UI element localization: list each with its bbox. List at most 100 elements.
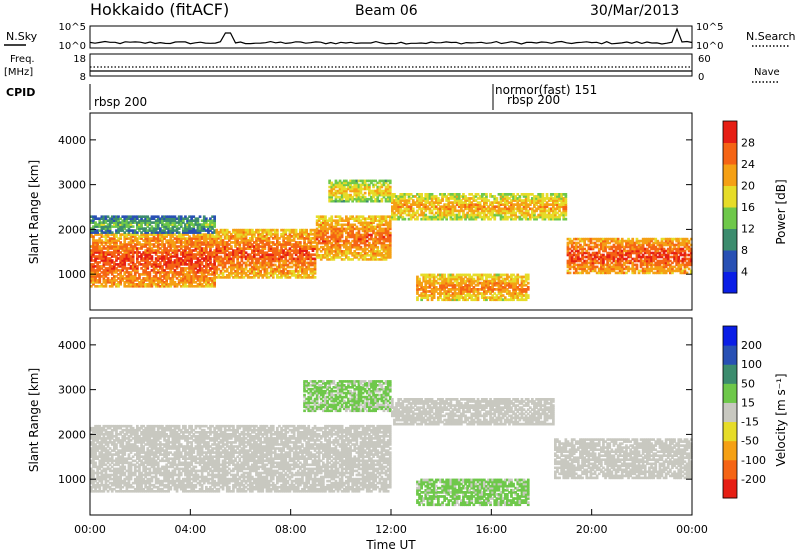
echo-cell [365,243,369,247]
echo-cell [255,241,258,244]
echo-cell [223,249,227,252]
echo-cell [299,274,302,277]
echo-cell [263,230,267,234]
echo-cell [255,265,258,269]
echo-cell [280,255,283,259]
echo-cell [278,255,281,259]
echo-cell [127,215,131,218]
echo-cell [562,203,566,206]
echo-cell [577,251,580,255]
echo-cell [370,243,373,247]
echo-cell [119,245,122,248]
echo-cell [115,223,118,226]
echo-cell [326,223,329,227]
echo-cell [110,259,114,262]
echo-cell [184,239,187,242]
echo-cell [175,251,179,254]
echo-cell [115,263,118,266]
echo-cell [508,207,511,211]
echo-cell [455,294,459,297]
echo-cell [351,179,354,183]
echo-cell [499,197,503,200]
echo-cell [207,285,210,288]
echo-cell [192,263,196,266]
echo-cell [294,269,298,273]
echo-cell [271,269,275,273]
echo-cell [140,227,143,230]
echo-cell [491,279,494,283]
echo-cell [351,185,354,189]
echo-cell [330,215,334,218]
echo-cell [301,263,304,267]
cpid-entry-3: rbsp 200 [507,93,560,107]
echo-cell [303,230,306,234]
echo-cell [127,229,131,232]
echo-cell [169,233,173,236]
echo-cell [263,255,267,259]
echo-cell [94,285,97,288]
echo-cell [460,286,463,289]
echo-cell [211,265,214,268]
echo-cell [100,221,104,224]
echo-cell [259,249,262,252]
echo-cell [399,193,403,196]
echo-cell [422,213,426,217]
echo-cell [186,281,189,284]
echo-cell [179,235,183,238]
echo-cell [351,231,354,235]
echo-cell [257,259,260,263]
echo-cell [363,183,367,187]
echo-cell [194,265,198,268]
echo-cell [188,259,191,262]
echo-cell [290,243,294,246]
echo-cell [273,259,277,263]
echo-cell [556,205,559,209]
echo-cell [138,283,141,286]
echo-cell [117,265,120,268]
echo-cell [230,253,233,257]
echo-cell [359,187,363,191]
echo-cell [522,275,526,279]
echo-cell [365,199,369,203]
echo-cell [424,290,428,293]
echo-cell [489,213,492,217]
echo-cell [424,201,428,204]
echo-cell [159,273,162,276]
echo-cell [455,298,459,302]
echo-cell [248,241,252,244]
echo-cell [426,217,430,221]
echo-cell [520,288,524,291]
echo-cell [305,261,308,265]
echo-cell [125,237,129,240]
echo-cell [165,223,168,226]
echo-cell [154,257,158,260]
echo-cell [104,281,108,284]
echo-cell [407,207,411,211]
echo-cell [365,252,369,255]
echo-cell [424,199,428,202]
echo-cell [182,269,185,272]
echo-cell [273,257,277,261]
echo-cell [487,288,490,291]
echo-cell [522,294,526,297]
echo-cell [457,298,461,302]
echo-cell [497,279,501,283]
echo-cell [455,203,459,206]
echo-cell [211,241,214,244]
echo-cell [259,245,262,248]
echo-cell [357,193,361,197]
echo-cell [336,229,340,233]
echo-cell [267,243,271,246]
echo-cell [574,237,578,241]
echo-cell [150,237,154,240]
echo-cell [188,257,191,260]
echo-cell [554,203,557,206]
echo-cell [290,261,294,265]
echo-cell [110,219,114,222]
echo-cell [292,271,296,275]
echo-cell [347,227,350,231]
echo-cell [280,243,283,246]
echo-cell [535,195,538,198]
echo-cell [230,251,233,255]
echo-cell [564,205,568,209]
